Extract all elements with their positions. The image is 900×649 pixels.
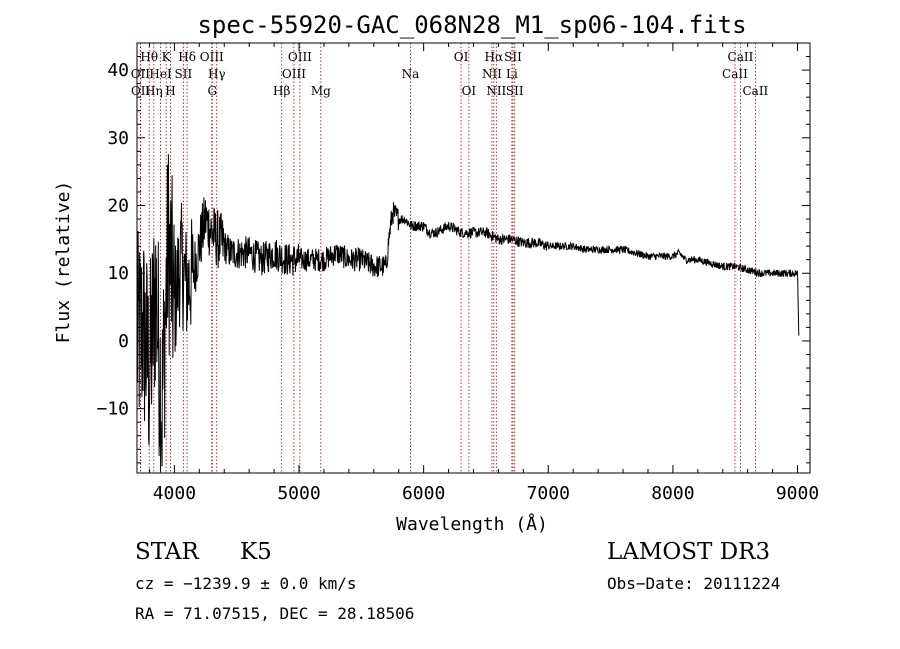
y-tick-label: 10: [107, 263, 129, 284]
line-label: CaII: [728, 50, 754, 64]
line-label: Li: [506, 67, 518, 81]
line-label: SII: [504, 50, 522, 64]
x-tick-label: 6000: [402, 483, 445, 504]
chart-title: spec-55920-GAC_068N28_M1_sp06-104.fits: [197, 11, 746, 39]
survey-name: LAMOST DR3: [607, 539, 771, 565]
line-label: Hδ: [178, 50, 196, 64]
y-tick-label: −10: [96, 399, 129, 420]
y-tick-label: 20: [107, 196, 129, 217]
line-label: OIII: [288, 50, 312, 64]
line-label: Hβ: [273, 84, 290, 98]
line-label: OII: [131, 67, 151, 81]
line-label: Mg: [311, 84, 331, 98]
object-subclass: K5: [240, 539, 272, 565]
line-label: OII: [131, 84, 151, 98]
ra-dec: RA = 71.07515, DEC = 28.18506: [135, 604, 415, 623]
line-label: Hγ: [208, 67, 226, 81]
x-axis: 4000 5000 6000 7000 8000 9000: [148, 43, 819, 504]
x-tick-label: 5000: [277, 483, 320, 504]
line-label: CaII: [742, 84, 768, 98]
redshift-cz: cz = −1239.9 ± 0.0 km/s: [135, 574, 357, 593]
line-label: NII: [486, 84, 506, 98]
object-class: STAR: [135, 539, 199, 565]
line-label: Hα: [485, 50, 504, 64]
line-label: OI: [454, 50, 469, 64]
line-label: OI: [462, 84, 477, 98]
y-tick-label: 30: [107, 128, 129, 149]
x-tick-label: 4000: [153, 483, 196, 504]
line-label: H: [165, 84, 175, 98]
x-tick-label: 8000: [651, 483, 694, 504]
y-axis-label: Flux (relative): [53, 181, 74, 344]
line-label: NII: [482, 67, 502, 81]
x-tick-label: 9000: [776, 483, 819, 504]
y-tick-label: 40: [107, 60, 129, 81]
x-tick-label: 7000: [527, 483, 570, 504]
series-layer: [136, 154, 800, 473]
line-label: Hη: [145, 84, 163, 98]
line-label: HeI: [149, 67, 172, 81]
y-axis: −10 0 10 20 30 40: [96, 42, 810, 464]
line-label: Na: [402, 67, 420, 81]
line-label: SII: [506, 84, 524, 98]
line-label: K: [162, 50, 172, 64]
x-axis-label: Wavelength (Å): [396, 513, 548, 535]
line-label: OIII: [282, 67, 306, 81]
line-label: SII: [175, 67, 193, 81]
y-tick-label: 0: [118, 331, 129, 352]
obs-date: Obs−Date: 20111224: [607, 574, 781, 593]
line-label: Hθ: [140, 50, 158, 64]
spectrum-line: [136, 154, 800, 473]
line-label: CaII: [722, 67, 748, 81]
line-label: G: [207, 84, 217, 98]
